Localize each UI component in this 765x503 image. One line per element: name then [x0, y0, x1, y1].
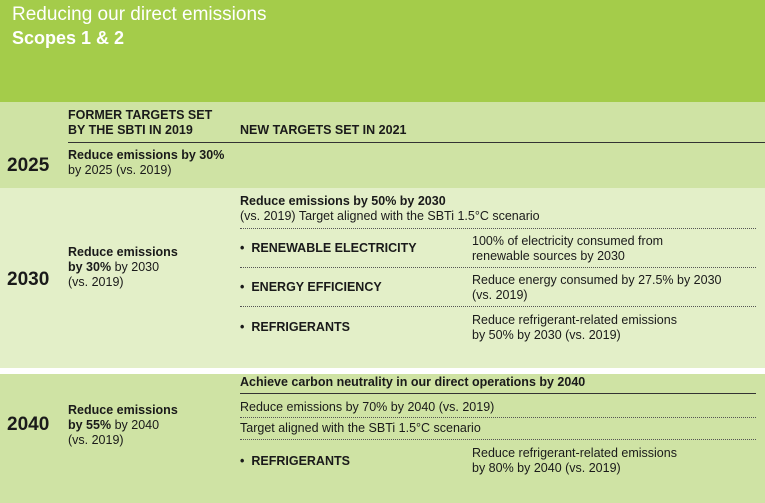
bullet: • — [240, 320, 245, 334]
bullet: • — [240, 280, 245, 294]
header-banner — [0, 0, 765, 102]
category-desc-line2: renewable sources by 2030 — [472, 249, 625, 263]
former-target-2030-baseline: (vs. 2019) — [68, 275, 124, 289]
category-renewable-electricity: • RENEWABLE ELECTRICITY — [240, 241, 417, 255]
category-label: ENERGY EFFICIENCY — [251, 280, 382, 294]
category-label: REFRIGERANTS — [251, 320, 350, 334]
year-2040: 2040 — [7, 414, 50, 435]
divider — [240, 417, 756, 418]
divider — [240, 306, 756, 307]
category-label: RENEWABLE ELECTRICITY — [251, 241, 417, 255]
former-target-2040-baseline: (vs. 2019) — [68, 433, 124, 447]
bullet: • — [240, 241, 245, 255]
former-target-2025: Reduce emissions by 30% by 2025 (vs. 201… — [68, 148, 224, 178]
former-target-2040: Reduce emissions by 55% by 2040 (vs. 201… — [68, 403, 178, 448]
new-target-2030-title: Reduce emissions by 50% by 2030 — [240, 194, 446, 208]
new-target-2040-line3: Target aligned with the SBTi 1.5°C scena… — [240, 421, 481, 435]
band-2040 — [0, 374, 765, 503]
page-subtitle: Scopes 1 & 2 — [12, 28, 125, 48]
column-header-former: FORMER TARGETS SET BY THE SBTI IN 2019 — [68, 108, 212, 138]
bullet: • — [240, 454, 245, 468]
year-2030: 2030 — [7, 269, 50, 290]
page-title: Reducing our direct emissions — [12, 4, 267, 25]
category-desc-line1: Reduce energy consumed by 27.5% by 2030 — [472, 273, 722, 287]
divider — [240, 393, 756, 394]
category-desc-line2: by 50% by 2030 (vs. 2019) — [472, 328, 621, 342]
header-divider — [68, 142, 765, 143]
category-refrigerants-2030-desc: Reduce refrigerant-related emissions by … — [472, 313, 677, 343]
category-energy-efficiency: • ENERGY EFFICIENCY — [240, 280, 382, 294]
column-header-former-line2: BY THE SBTI IN 2019 — [68, 123, 193, 137]
new-target-2040-line2: Reduce emissions by 70% by 2040 (vs. 201… — [240, 400, 495, 414]
category-refrigerants-2040: • REFRIGERANTS — [240, 454, 350, 468]
former-target-2030-year: by 2030 — [111, 260, 160, 274]
former-target-2030: Reduce emissions by 30% by 2030 (vs. 201… — [68, 245, 178, 290]
band-separator — [0, 368, 765, 374]
category-desc-line2: (vs. 2019) — [472, 288, 528, 302]
category-desc-line1: 100% of electricity consumed from — [472, 234, 664, 248]
divider — [240, 267, 756, 268]
column-header-former-line1: FORMER TARGETS SET — [68, 108, 213, 122]
category-renewable-electricity-desc: 100% of electricity consumed from renewa… — [472, 234, 663, 264]
category-desc-line1: Reduce refrigerant-related emissions — [472, 446, 677, 460]
band-2030 — [0, 188, 765, 368]
year-2025: 2025 — [7, 155, 50, 176]
column-header-new: NEW TARGETS SET IN 2021 — [240, 123, 407, 137]
former-target-2040-line1: Reduce emissions — [68, 403, 178, 417]
category-desc-line1: Reduce refrigerant-related emissions — [472, 313, 677, 327]
divider — [240, 228, 756, 229]
new-target-2040-title: Achieve carbon neutrality in our direct … — [240, 375, 586, 389]
category-refrigerants-2030: • REFRIGERANTS — [240, 320, 350, 334]
divider — [240, 439, 756, 440]
category-energy-efficiency-desc: Reduce energy consumed by 27.5% by 2030 … — [472, 273, 721, 303]
former-target-2040-value: by 55% — [68, 418, 112, 432]
former-target-2025-detail: by 2025 (vs. 2019) — [68, 163, 172, 177]
category-refrigerants-2040-desc: Reduce refrigerant-related emissions by … — [472, 446, 677, 476]
band-2025 — [0, 102, 765, 188]
category-desc-line2: by 80% by 2040 (vs. 2019) — [472, 461, 621, 475]
category-label: REFRIGERANTS — [251, 454, 350, 468]
former-target-2040-year: by 2040 — [111, 418, 160, 432]
former-target-2025-title: Reduce emissions by 30% — [68, 148, 225, 162]
new-target-2030-subtitle: (vs. 2019) Target aligned with the SBTi … — [240, 209, 540, 223]
former-target-2030-value: by 30% — [68, 260, 112, 274]
former-target-2030-line1: Reduce emissions — [68, 245, 178, 259]
